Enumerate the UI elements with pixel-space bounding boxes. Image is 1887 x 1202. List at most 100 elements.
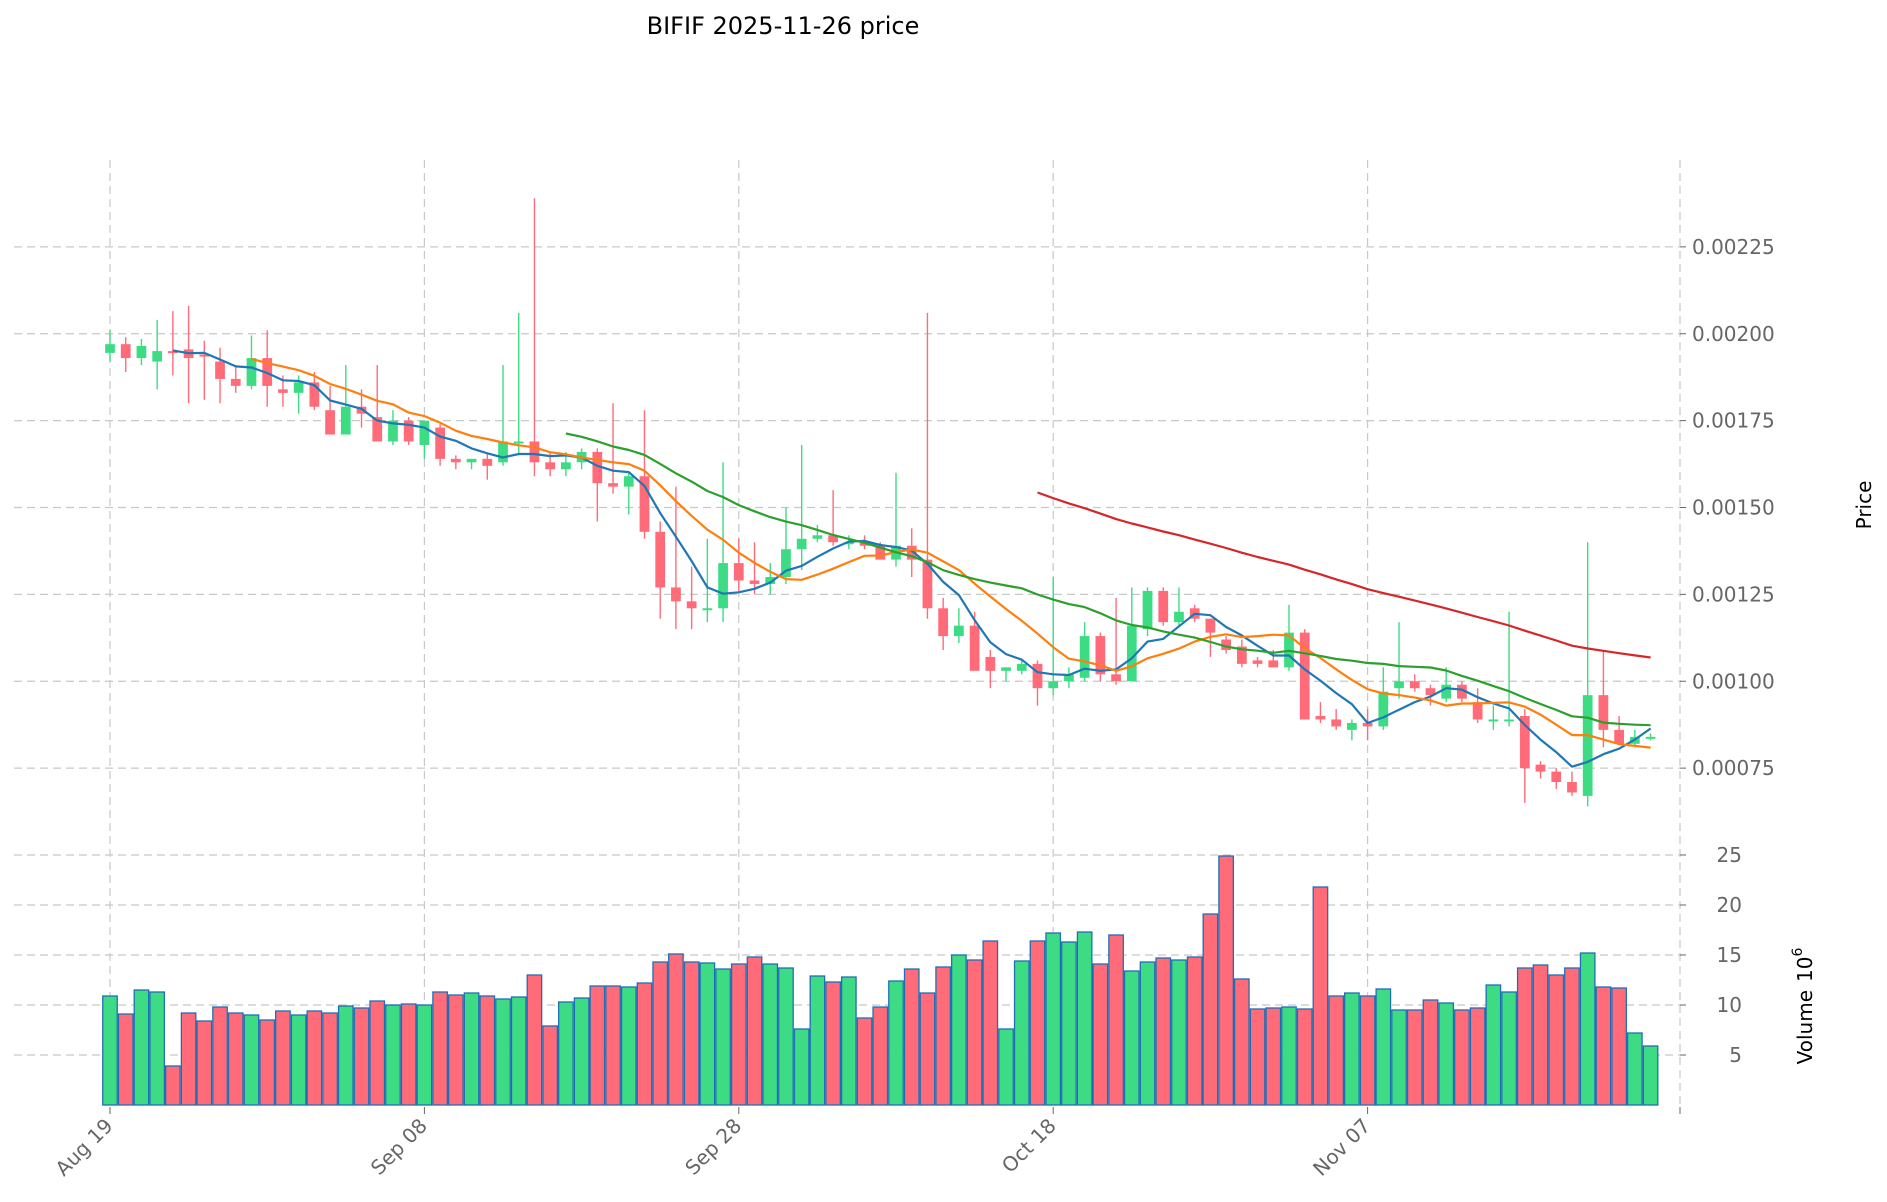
candle-body: [1268, 660, 1279, 668]
candle-body: [545, 462, 556, 470]
candle-body: [1598, 695, 1609, 730]
volume-bar: [1611, 987, 1628, 1106]
candle-body: [136, 345, 147, 359]
candle-body: [1315, 716, 1326, 720]
volume-bar: [164, 1065, 181, 1106]
candle-body: [1645, 736, 1656, 739]
volume-bar: [1013, 960, 1030, 1106]
volume-bar: [259, 1019, 276, 1106]
volume-tick-label: 10: [1717, 993, 1742, 1017]
volume-bar: [1501, 991, 1517, 1106]
volume-bar: [526, 974, 543, 1106]
volume-bar: [1139, 961, 1156, 1106]
volume-bar: [1548, 974, 1565, 1106]
candle-body: [325, 410, 335, 435]
volume-bar: [778, 967, 794, 1106]
candle-body: [246, 358, 257, 386]
volume-bar: [447, 994, 464, 1106]
volume-bar: [243, 1014, 260, 1106]
candle-body: [403, 420, 414, 442]
volume-bar: [668, 953, 684, 1106]
candle-body: [529, 441, 540, 463]
chart-title: BIFIF 2025-11-26 price: [647, 12, 920, 40]
volume-bar: [746, 956, 763, 1106]
volume-bar: [762, 963, 779, 1106]
candle-body: [655, 531, 666, 588]
candle-body: [608, 483, 618, 487]
volume-bar: [1406, 1009, 1423, 1106]
candle-body: [922, 559, 933, 609]
volume-bar: [809, 975, 826, 1106]
volume-bar: [306, 1010, 323, 1106]
volume-bar: [589, 985, 606, 1106]
candle-body: [1142, 590, 1153, 630]
candle-body: [1519, 716, 1530, 769]
volume-bar: [966, 959, 983, 1106]
candle-body: [1331, 719, 1342, 727]
volume-bar: [1516, 967, 1533, 1106]
price-tick-label: 0.00175: [1692, 409, 1775, 433]
candle-body: [230, 378, 241, 386]
candle-body: [1001, 667, 1011, 671]
candle-body: [1032, 663, 1043, 689]
volume-tick-label: 25: [1717, 843, 1742, 867]
candle-body: [340, 406, 351, 435]
volume-bar: [573, 997, 590, 1106]
volume-bar: [1454, 1009, 1470, 1106]
volume-tick-label: 20: [1717, 893, 1742, 917]
volume-bar: [1391, 1009, 1407, 1106]
volume-bar: [149, 991, 166, 1106]
candle-body: [985, 656, 996, 671]
candle-body: [1252, 660, 1263, 664]
candle-body: [1425, 688, 1436, 696]
candle-body: [765, 577, 776, 584]
candle-body: [1048, 681, 1059, 689]
volume-bar: [479, 995, 496, 1106]
price-tick-label: 0.00200: [1692, 322, 1775, 346]
price-tick-label: 0.00100: [1692, 669, 1775, 693]
price-tick-label: 0.00225: [1692, 235, 1775, 259]
candle-body: [1095, 636, 1106, 675]
volume-bar: [1186, 956, 1203, 1106]
price-tick-label: 0.00125: [1692, 582, 1775, 606]
volume-axis-base: 10: [1793, 957, 1817, 982]
candle-body: [1347, 722, 1357, 730]
volume-bar: [212, 1006, 228, 1106]
candle-body: [875, 545, 886, 560]
candle-body: [639, 476, 650, 532]
price-candles: [105, 198, 1656, 807]
volume-bar: [1328, 995, 1345, 1106]
volume-bar: [1642, 1045, 1659, 1106]
volume-bar: [463, 992, 480, 1106]
candle-body: [450, 458, 461, 463]
volume-bar: [683, 961, 700, 1106]
candle-body: [513, 441, 524, 444]
volume-tick-label: 15: [1717, 943, 1742, 967]
candle-body: [1488, 719, 1499, 722]
candle-body: [1535, 764, 1546, 772]
candle-body: [419, 420, 430, 445]
volume-bar: [950, 954, 967, 1106]
volume-bar: [730, 963, 747, 1106]
candle-body: [1299, 632, 1310, 720]
volume-bar: [1595, 986, 1612, 1106]
volume-tick-label: 5: [1729, 1043, 1742, 1067]
volume-bar: [903, 968, 920, 1106]
candle-body: [1582, 695, 1593, 796]
volume-bar: [369, 1000, 386, 1106]
ma60-line: [1037, 491, 1651, 659]
price-tick-label: 0.00150: [1692, 496, 1775, 520]
volume-bar: [416, 1004, 433, 1106]
volume-bar: [1281, 1006, 1297, 1106]
volume-bar: [1092, 963, 1109, 1106]
candle-body: [1064, 674, 1074, 682]
volume-bar: [196, 1020, 213, 1106]
volume-bar: [1438, 1002, 1455, 1106]
volume-bar: [510, 996, 527, 1106]
candle-body: [781, 549, 791, 577]
volume-bar: [1171, 959, 1187, 1106]
candle-body: [372, 417, 383, 442]
candle-body: [938, 608, 949, 637]
volume-bar: [353, 1007, 370, 1106]
